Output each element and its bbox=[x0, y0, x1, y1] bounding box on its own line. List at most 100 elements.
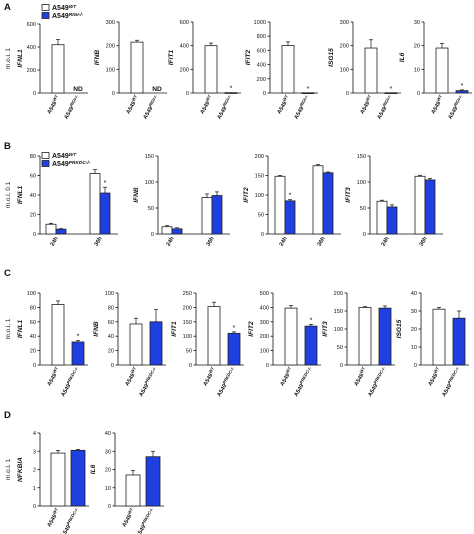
y-tick-label: 150 bbox=[255, 174, 264, 180]
category-label: A549WT bbox=[200, 365, 218, 387]
y-tick-label: 0 bbox=[33, 91, 36, 97]
y-tick-label: 40 bbox=[30, 334, 36, 340]
bar bbox=[284, 307, 298, 366]
y-tick-label: 400 bbox=[257, 63, 266, 69]
y-tick-label: 0 bbox=[111, 363, 114, 369]
chart-b-ifit3: 0 50 100 150 IFIT3 24h 36h bbox=[345, 154, 443, 247]
bar bbox=[55, 228, 67, 235]
category-label: A549PRKDC-/- bbox=[58, 365, 82, 398]
bar bbox=[70, 449, 86, 507]
y-tick-label: 200 bbox=[106, 44, 115, 50]
gene-label: ISG15 bbox=[396, 319, 403, 338]
bar bbox=[125, 474, 141, 507]
bar bbox=[322, 172, 334, 235]
y-tick-label: 20 bbox=[30, 349, 36, 355]
gene-label: IL6 bbox=[90, 464, 97, 474]
bar bbox=[201, 197, 213, 235]
bar bbox=[161, 226, 173, 235]
y-tick-label: 100 bbox=[27, 291, 36, 297]
legend-swatch-b-1 bbox=[41, 160, 50, 167]
gene-label: IL6 bbox=[399, 52, 406, 62]
chart-c-ifit1: 0 50 100 150 200 250 IFIT1 A549WT * A549PRKDC-/- bbox=[171, 291, 244, 398]
y-tick-label: 0 bbox=[340, 363, 343, 369]
y-tick-label: 20 bbox=[414, 44, 420, 50]
significance-star: * bbox=[461, 83, 464, 90]
category-label: A549WT bbox=[357, 93, 375, 115]
y-tick-label: 10 bbox=[105, 486, 111, 492]
y-tick-label: 300 bbox=[106, 20, 115, 26]
bar bbox=[99, 192, 111, 235]
panel-letter-b: B bbox=[4, 141, 11, 152]
y-tick-label: 60 bbox=[30, 174, 36, 180]
y-tick-label: 600 bbox=[27, 22, 36, 28]
y-tick-label: 40 bbox=[30, 193, 36, 199]
y-tick-label: 80 bbox=[108, 305, 114, 311]
bar bbox=[312, 165, 324, 235]
y-tick-label: 50 bbox=[337, 345, 343, 351]
y-tick-label: 100 bbox=[106, 67, 115, 73]
bar bbox=[432, 308, 446, 366]
bar bbox=[130, 41, 144, 94]
bar bbox=[149, 321, 163, 366]
y-tick-label: 50 bbox=[148, 206, 154, 212]
bar bbox=[171, 228, 183, 235]
category-label: A549RIGI-/- bbox=[61, 93, 82, 120]
category-label: 24h bbox=[50, 235, 60, 247]
chart-b-ifnl1: 0 20 40 60 80 IFNL1 m.o.i. 0.1 24h * 36h bbox=[5, 154, 118, 247]
y-tick-label: 500 bbox=[260, 291, 269, 297]
y-tick-label: 100 bbox=[255, 193, 264, 199]
category-label: 36h bbox=[206, 235, 216, 247]
significance-star: * bbox=[310, 317, 313, 324]
y-tick-label: 0 bbox=[112, 91, 115, 97]
gene-label: IFIT1 bbox=[168, 49, 175, 65]
y-tick-label: 1 bbox=[33, 486, 36, 492]
y-tick-label: 0 bbox=[346, 91, 349, 97]
significance-star: * bbox=[104, 180, 107, 187]
gene-label: IFIT3 bbox=[322, 321, 329, 337]
category-label: A549PRKDC-/- bbox=[439, 365, 463, 398]
chart-a-isg15: 0 100 200 300 ISG15 A549WT *A549RIGI-/- bbox=[328, 20, 401, 120]
y-tick-label: 200 bbox=[334, 291, 343, 297]
y-tick-label: 150 bbox=[145, 154, 154, 160]
category-label: A549RIGI-/- bbox=[291, 93, 312, 120]
category-label: 24h bbox=[166, 235, 176, 247]
y-tick-label: 30 bbox=[414, 20, 420, 26]
category-label: A549WT bbox=[197, 93, 215, 115]
gene-label: IFIT2 bbox=[243, 187, 250, 203]
y-tick-label: 20 bbox=[30, 213, 36, 219]
bar bbox=[50, 452, 66, 507]
y-tick-label: 600 bbox=[180, 20, 189, 26]
y-tick-label: 0 bbox=[151, 232, 154, 238]
significance-star: * bbox=[289, 193, 292, 200]
y-tick-label: 40 bbox=[411, 291, 417, 297]
y-tick-label: 0 bbox=[414, 363, 417, 369]
y-tick-label: 30 bbox=[411, 309, 417, 315]
not-detected-label: ND bbox=[152, 86, 162, 93]
y-tick-label: 1000 bbox=[254, 20, 266, 26]
category-label: A549WT bbox=[274, 93, 292, 115]
significance-star: * bbox=[390, 86, 393, 93]
chart-b-ifit2: 0 50 100 150 200 IFIT2 * 24h 36h bbox=[243, 154, 341, 247]
y-tick-label: 0 bbox=[363, 232, 366, 238]
legend-label-b-1: A549PRKDC-/- bbox=[52, 160, 91, 169]
category-label: 36h bbox=[94, 235, 104, 247]
bar bbox=[207, 306, 221, 366]
category-label: A549WT bbox=[44, 93, 62, 115]
y-tick-label: 10 bbox=[411, 345, 417, 351]
y-tick-label: 0 bbox=[189, 363, 192, 369]
y-tick-label: 100 bbox=[145, 180, 154, 186]
gene-label: IFIT2 bbox=[245, 49, 252, 65]
y-tick-label: 0 bbox=[266, 363, 269, 369]
y-tick-label: 400 bbox=[260, 305, 269, 311]
y-tick-label: 40 bbox=[108, 334, 114, 340]
y-tick-label: 60 bbox=[30, 320, 36, 326]
category-label: A549PRKDC-/- bbox=[136, 365, 160, 398]
category-label: 24h bbox=[381, 235, 391, 247]
y-tick-label: 250 bbox=[183, 291, 192, 297]
y-tick-label: 40 bbox=[105, 431, 111, 437]
y-tick-label: 150 bbox=[334, 309, 343, 315]
